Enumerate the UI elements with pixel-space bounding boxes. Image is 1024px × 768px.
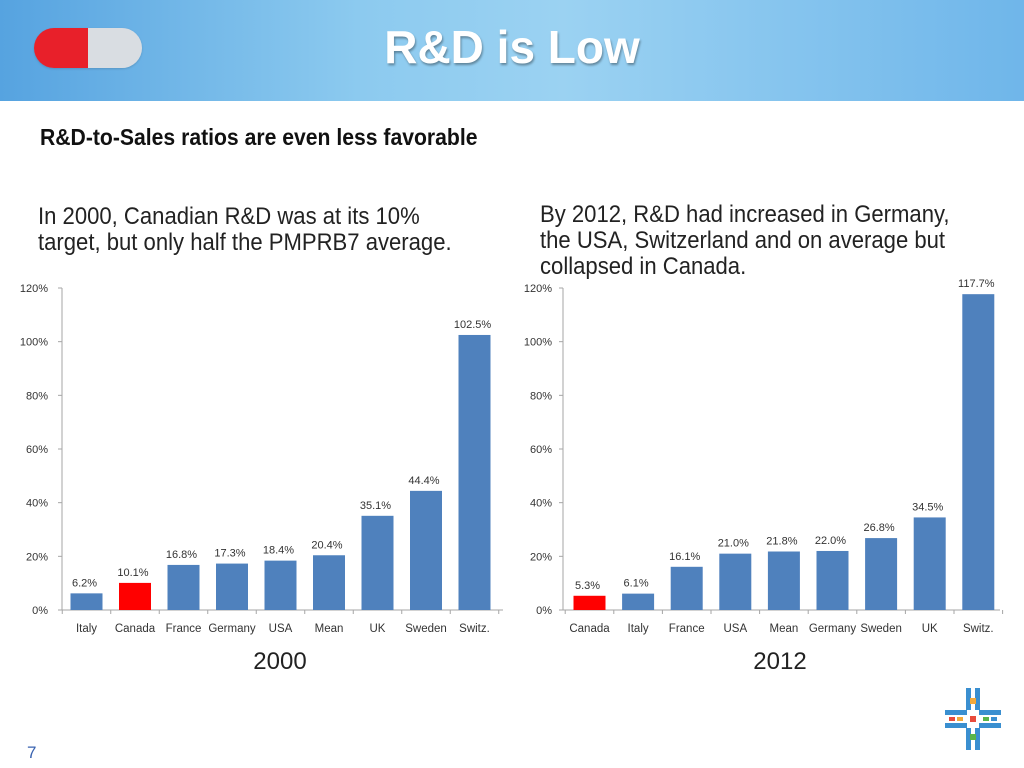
year-label-2012: 2012 <box>753 648 807 675</box>
category-label: Italy <box>628 623 649 635</box>
bar-uk <box>913 517 946 610</box>
data-label: 117.7% <box>958 278 995 290</box>
data-label: 26.8% <box>863 522 894 534</box>
y-tick-label: 60% <box>26 444 48 456</box>
pill-white-half <box>88 28 142 68</box>
title-banner <box>0 0 1024 101</box>
bar-mean <box>767 551 800 610</box>
pill-red-half <box>34 28 88 68</box>
bar-usa <box>719 553 752 610</box>
data-label: 34.5% <box>912 501 943 513</box>
category-label: Canada <box>115 623 156 635</box>
category-label: France <box>166 623 202 635</box>
y-tick-label: 120% <box>524 283 552 295</box>
data-label: 44.4% <box>408 475 439 487</box>
y-tick-label: 120% <box>20 283 48 295</box>
bar-switz <box>458 334 491 610</box>
pill-capsule-icon <box>34 28 142 68</box>
slide-title: R&D is Low <box>384 21 640 73</box>
category-label: Switz. <box>459 623 490 635</box>
bar-canada <box>573 595 606 610</box>
data-label: 18.4% <box>263 545 294 557</box>
bar-canada <box>119 582 151 610</box>
data-label: 21.8% <box>766 536 797 548</box>
bar-germany <box>216 563 248 610</box>
data-label: 21.0% <box>718 538 749 550</box>
category-label: USA <box>723 623 747 635</box>
category-label: Italy <box>76 623 97 635</box>
data-label: 16.1% <box>669 551 700 563</box>
category-label: Germany <box>208 623 256 635</box>
y-tick-label: 100% <box>524 337 552 349</box>
bar-france <box>670 566 703 610</box>
category-label: Mean <box>770 623 799 635</box>
bar-sweden <box>865 538 898 610</box>
category-label: UK <box>370 623 386 635</box>
y-tick-label: 100% <box>20 337 48 349</box>
bar-italy <box>622 593 655 610</box>
bar-uk <box>361 515 394 610</box>
y-tick-label: 20% <box>530 551 552 563</box>
bar-italy <box>70 593 103 610</box>
data-label: 5.3% <box>575 580 600 592</box>
y-tick-label: 40% <box>26 498 48 510</box>
category-label: Switz. <box>963 623 994 635</box>
category-label: Germany <box>809 623 857 635</box>
category-label: Sweden <box>405 623 447 635</box>
category-label: Canada <box>569 623 610 635</box>
y-tick-label: 60% <box>530 444 552 456</box>
page-number: 7 <box>27 743 37 762</box>
bar-sweden <box>410 490 442 610</box>
y-tick-label: 40% <box>530 498 552 510</box>
y-tick-label: 0% <box>32 605 48 617</box>
y-tick-label: 80% <box>530 390 552 402</box>
data-label: 6.1% <box>624 578 649 590</box>
data-label: 35.1% <box>360 500 391 512</box>
caption-2000: In 2000, Canadian R&D was at its 10% tar… <box>38 203 452 256</box>
bar-switz <box>962 294 995 610</box>
bar-usa <box>264 560 297 610</box>
category-label: Sweden <box>860 623 902 635</box>
data-label: 22.0% <box>815 535 846 547</box>
category-label: UK <box>922 623 938 635</box>
plus-cross-logo-icon <box>945 688 1001 750</box>
data-label: 16.8% <box>166 549 197 561</box>
category-label: Mean <box>315 623 344 635</box>
y-tick-label: 0% <box>536 605 552 617</box>
data-label: 6.2% <box>72 577 97 589</box>
chart-2012: 0% 20% 40% 60% 80% 100% 120% 5.3% Canada 6.1% Ital… <box>524 278 1004 635</box>
caption-2012: By 2012, R&D had increased in Germany, t… <box>540 201 950 280</box>
y-tick-label: 80% <box>26 390 48 402</box>
bar-mean <box>313 555 345 610</box>
bar-germany <box>816 550 849 610</box>
data-label: 10.1% <box>117 567 148 579</box>
data-label: 17.3% <box>214 548 245 560</box>
y-tick-label: 20% <box>26 551 48 563</box>
slide-subtitle: R&D-to-Sales ratios are even less favora… <box>40 124 478 150</box>
category-label: USA <box>269 623 293 635</box>
year-label-2000: 2000 <box>253 648 307 675</box>
chart-2000: 0% 20% 40% 60% 80% 100% 120% 6.2% Italy 10.1% Cana… <box>20 283 503 635</box>
category-label: France <box>669 623 705 635</box>
data-label: 20.4% <box>311 539 342 551</box>
data-label: 102.5% <box>454 319 492 331</box>
bar-france <box>167 564 200 610</box>
